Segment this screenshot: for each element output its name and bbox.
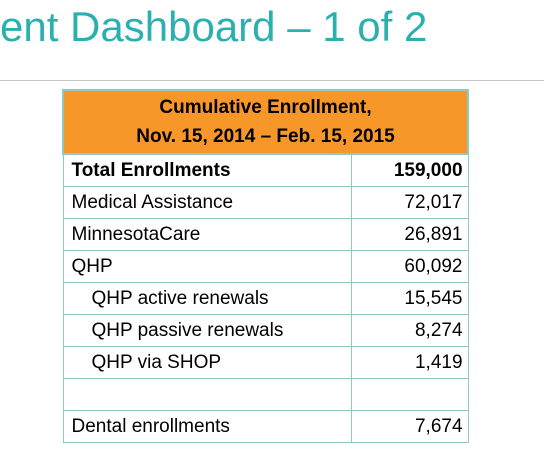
table-row-qhp-passive-renewals: QHP passive renewals 8,274 [62,314,469,347]
row-value: 159,000 [350,153,469,187]
enrollment-table: Cumulative Enrollment, Nov. 15, 2014 – F… [61,89,470,443]
row-value: 15,545 [350,282,469,315]
row-value: 60,092 [350,250,469,283]
table-row-minnesotacare: MinnesotaCare 26,891 [62,218,469,251]
table-row-qhp-via-shop: QHP via SHOP 1,419 [62,346,469,379]
table-row-qhp: QHP 60,092 [62,250,469,283]
title-divider [0,80,544,81]
header-line-1: Cumulative Enrollment, [159,97,372,118]
row-value [350,378,469,411]
row-value: 26,891 [350,218,469,251]
row-value: 1,419 [350,346,469,379]
table-row-qhp-active-renewals: QHP active renewals 15,545 [62,282,469,315]
row-label [62,378,352,411]
row-label: QHP passive renewals [62,314,352,347]
row-value: 72,017 [350,186,469,219]
row-label: Total Enrollments [62,153,352,187]
table-row-medical-assistance: Medical Assistance 72,017 [62,186,469,219]
row-label: Medical Assistance [62,186,352,219]
row-label: MinnesotaCare [62,218,352,251]
table-row-dental-enrollments: Dental enrollments 7,674 [62,410,469,443]
table-row-blank [62,378,469,411]
header-line-2: Nov. 15, 2014 – Feb. 15, 2015 [136,126,395,147]
row-label: QHP [62,250,352,283]
slide-title: ent Dashboard – 1 of 2 [0,3,428,50]
table-row-total-enrollments: Total Enrollments 159,000 [62,153,469,187]
row-label: Dental enrollments [62,410,352,443]
row-label: QHP via SHOP [62,346,352,379]
row-label: QHP active renewals [62,282,352,315]
table-header-row: Cumulative Enrollment, Nov. 15, 2014 – F… [61,89,470,155]
row-value: 7,674 [350,410,469,443]
table-header: Cumulative Enrollment, Nov. 15, 2014 – F… [61,89,470,155]
row-value: 8,274 [350,314,469,347]
